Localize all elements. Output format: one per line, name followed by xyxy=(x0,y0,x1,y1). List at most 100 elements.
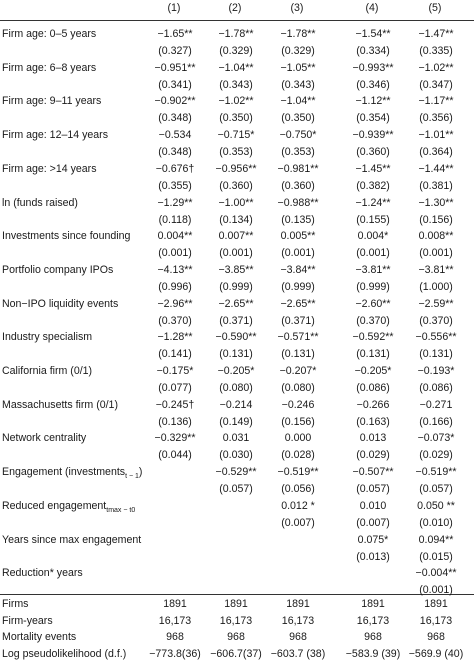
se-cell: (0.086) xyxy=(419,382,453,394)
se-row: (0.001) (0.001) (0.001) (0.001) (0.001) xyxy=(0,247,474,263)
se-cell: (0.057) xyxy=(356,483,390,496)
se-cell: (0.335) xyxy=(419,45,453,57)
coef-cell: −0.214 xyxy=(219,398,253,411)
coef-cell: −4.13** xyxy=(157,263,193,276)
coef-cell: 0.000 xyxy=(284,432,312,445)
coef-cell: −3.81** xyxy=(418,263,454,276)
se-cell: (0.080) xyxy=(281,382,315,394)
se-cell: (0.029) xyxy=(356,449,390,462)
se-cell: (0.348) xyxy=(158,112,192,125)
coef-cell: −0.004** xyxy=(415,567,457,580)
coef-cell: −1.05** xyxy=(280,61,316,74)
stats-row: Firm-years 16,173 16,173 16,173 16,173 16,173 xyxy=(0,615,474,631)
coef-cell: −1.00** xyxy=(218,196,254,209)
se-cell: (0.131) xyxy=(419,348,453,361)
se-cell: (0.118) xyxy=(158,213,192,226)
se-cell: (0.370) xyxy=(158,314,192,327)
coef-cell: −1.29** xyxy=(157,196,193,209)
coef-cell: −3.85** xyxy=(218,263,254,276)
row-label-text: Industry specialism xyxy=(2,331,93,344)
coef-cell: −1.47** xyxy=(418,28,454,40)
row-label: Firm age: >14 years xyxy=(2,163,97,175)
stats-label: Firm-years xyxy=(2,614,53,627)
table-row: Industry specialism −1.28** −0.590** −0.571… xyxy=(0,331,474,347)
coef-cell: −0.205* xyxy=(354,365,392,377)
se-cell: (0.156) xyxy=(419,213,453,226)
row-label-text: Reduced engagement xyxy=(2,499,107,512)
se-cell: (0.155) xyxy=(356,213,390,226)
se-row: (0.077) (0.080) (0.080) (0.086) (0.086) xyxy=(0,382,474,398)
coef-cell: −1.78** xyxy=(280,28,316,40)
column-header-3: (3) xyxy=(290,2,304,14)
se-row: (0.057) (0.056) (0.057) (0.057) xyxy=(0,483,474,499)
row-label-text: Firm age: 6–8 years xyxy=(2,61,97,74)
se-cell: (0.015) xyxy=(419,550,453,563)
coef-cell: 0.094** xyxy=(418,533,454,546)
table-row: Firm age: 9–11 years −0.902** −1.02** −1.04… xyxy=(0,95,474,111)
coef-cell: 0.012 * xyxy=(281,499,315,512)
se-cell: (0.156) xyxy=(281,415,315,428)
se-cell: (1.000) xyxy=(419,280,453,293)
table-row: California firm (0/1) −0.175* −0.205* −0.20… xyxy=(0,365,474,381)
coef-cell: −1.02** xyxy=(418,61,454,74)
row-label: ln (funds raised) xyxy=(2,197,78,209)
se-row: (0.044) (0.030) (0.028) (0.029) (0.029) xyxy=(0,449,474,465)
se-cell: (0.136) xyxy=(158,415,192,428)
se-cell: (0.010) xyxy=(419,516,453,529)
row-label: Firm age: 12–14 years xyxy=(2,129,108,141)
coef-cell: −1.54** xyxy=(355,28,391,40)
row-label-text: Investments since founding xyxy=(2,230,131,243)
row-label: Firm age: 9–11 years xyxy=(2,95,101,107)
coef-cell: −2.65** xyxy=(280,297,316,310)
coef-cell: −0.519** xyxy=(415,466,457,479)
row-label-text: Firm age: 12–14 years xyxy=(2,129,108,142)
row-label-subscript: t − 1 xyxy=(125,473,139,481)
se-cell: (0.028) xyxy=(281,449,315,462)
se-cell: (0.370) xyxy=(356,314,390,327)
stats-cell: 16,173 xyxy=(419,614,453,627)
coef-cell: −0.556** xyxy=(415,331,457,344)
se-cell: (0.141) xyxy=(158,348,192,361)
coef-cell: −0.592** xyxy=(352,331,394,344)
coef-cell: −0.329** xyxy=(154,432,196,445)
se-cell: (0.999) xyxy=(281,280,315,293)
stats-cell: 968 xyxy=(364,631,382,644)
se-cell: (0.131) xyxy=(281,348,315,361)
coef-cell: −1.17** xyxy=(418,95,454,108)
table-row: Reduction* years −0.004** xyxy=(0,567,474,583)
se-row: (0.141) (0.131) (0.131) (0.131) (0.131) xyxy=(0,348,474,364)
stats-label: Firms xyxy=(2,598,29,610)
se-cell: (0.350) xyxy=(219,112,253,125)
se-cell: (0.356) xyxy=(419,112,453,125)
coef-cell: −0.988** xyxy=(277,196,319,209)
coef-cell: −0.529** xyxy=(215,466,257,479)
row-label-text: Massachusetts firm (0/1) xyxy=(2,398,118,411)
coef-cell: −1.01** xyxy=(418,129,454,142)
stats-label: Mortality events xyxy=(2,631,77,644)
se-row: (0.355) (0.360) (0.360) (0.382) (0.381) xyxy=(0,180,474,196)
table-row: Engagement (investmentst − 1) −0.529** −0.… xyxy=(0,466,474,482)
stats-cell: −583.9 (39) xyxy=(345,647,401,660)
se-cell: (0.001) xyxy=(419,584,453,597)
row-label-text: Firm age: 9–11 years xyxy=(2,95,102,108)
table-row: Reduced engagementtmax − t0 0.012 * 0.010 0… xyxy=(0,500,474,516)
row-label: Reduction* years xyxy=(2,567,83,579)
row-label: Firm age: 0–5 years xyxy=(2,28,96,40)
se-row: (0.001) xyxy=(0,584,474,600)
row-label-text: ln (funds raised) xyxy=(2,196,78,209)
se-cell: (0.999) xyxy=(219,280,253,293)
row-label: Investments since founding xyxy=(2,230,130,242)
table-row: Firm age: 12–14 years −0.534 −0.715* −0.750… xyxy=(0,129,474,145)
stats-cell: −606.7(37) xyxy=(210,647,262,660)
coef-cell: 0.007** xyxy=(218,230,254,243)
coef-cell: −0.207* xyxy=(279,365,317,377)
row-label: Portfolio company IPOs xyxy=(2,264,113,276)
header-rule xyxy=(0,20,474,21)
table-row: ln (funds raised) −1.29** −1.00** −0.988** −… xyxy=(0,197,474,213)
coef-cell: −0.951** xyxy=(154,61,196,74)
column-header-5: (5) xyxy=(428,2,442,14)
stats-cell: −603.7 (38) xyxy=(270,647,326,660)
coef-cell: 0.005** xyxy=(280,230,316,243)
stats-cell: 1891 xyxy=(224,598,248,610)
se-cell: (0.329) xyxy=(281,45,315,57)
